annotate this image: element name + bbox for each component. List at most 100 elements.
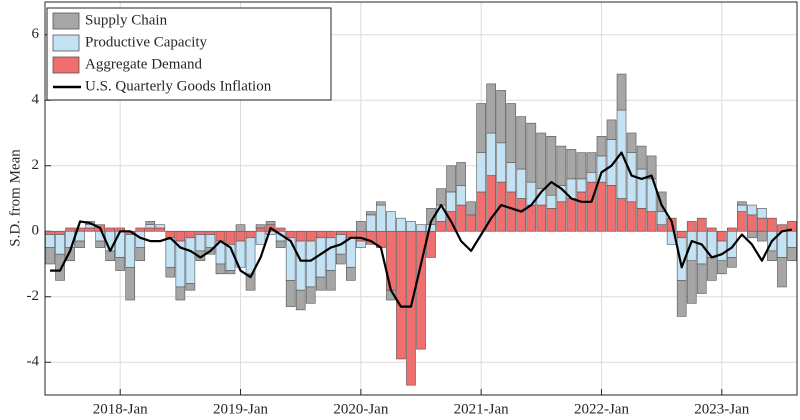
bar bbox=[285, 230, 296, 239]
bar bbox=[145, 227, 156, 232]
bar bbox=[606, 119, 617, 140]
bar bbox=[727, 227, 737, 232]
bar bbox=[85, 227, 95, 232]
bar bbox=[516, 198, 527, 232]
bar bbox=[747, 230, 757, 239]
bar bbox=[115, 257, 126, 271]
bar bbox=[536, 132, 547, 189]
bar bbox=[636, 145, 647, 170]
y-tick-label: -2 bbox=[27, 288, 40, 304]
bar bbox=[646, 211, 657, 232]
bar bbox=[486, 83, 496, 134]
bar bbox=[235, 224, 246, 232]
bar bbox=[335, 230, 346, 235]
x-tick-label: 2018-Jan bbox=[93, 401, 148, 417]
bar bbox=[716, 260, 727, 275]
bar bbox=[626, 132, 637, 153]
bar bbox=[65, 227, 75, 232]
bar bbox=[135, 227, 146, 232]
legend-label: Aggregate Demand bbox=[85, 56, 203, 72]
bar bbox=[536, 204, 547, 232]
bar bbox=[737, 211, 747, 232]
bar bbox=[125, 266, 136, 301]
bar bbox=[686, 230, 697, 262]
bar bbox=[376, 204, 386, 232]
bar bbox=[616, 73, 627, 111]
bar bbox=[305, 240, 316, 288]
bar bbox=[496, 90, 507, 144]
y-axis-label: S.D. from Mean bbox=[7, 149, 23, 247]
bar bbox=[315, 230, 326, 239]
bar bbox=[45, 230, 55, 235]
bar bbox=[476, 191, 486, 232]
bar bbox=[255, 227, 266, 232]
line bbox=[50, 151, 793, 308]
bar bbox=[626, 201, 637, 232]
bar bbox=[235, 230, 246, 242]
bar bbox=[787, 247, 797, 262]
bar bbox=[526, 204, 537, 232]
bar bbox=[255, 230, 266, 245]
bar bbox=[476, 152, 486, 193]
bar bbox=[757, 230, 767, 242]
bar bbox=[356, 240, 366, 248]
bar bbox=[215, 263, 226, 275]
bar bbox=[105, 250, 115, 262]
bar bbox=[506, 191, 517, 232]
bar bbox=[305, 230, 316, 242]
bar bbox=[486, 132, 496, 176]
bar bbox=[55, 253, 65, 281]
bar bbox=[516, 116, 527, 170]
bar bbox=[436, 204, 446, 222]
bar bbox=[185, 283, 196, 291]
bar bbox=[396, 230, 406, 360]
bar bbox=[446, 191, 456, 212]
bar bbox=[185, 237, 196, 284]
bar bbox=[305, 286, 316, 304]
bar bbox=[456, 162, 466, 186]
bar bbox=[436, 188, 446, 206]
bar bbox=[155, 227, 166, 232]
bar bbox=[346, 266, 356, 281]
x-tick-label: 2021-Jan bbox=[454, 401, 509, 417]
bar bbox=[616, 198, 627, 232]
bar bbox=[165, 266, 176, 278]
bar bbox=[325, 237, 336, 271]
bar bbox=[295, 240, 306, 291]
bar bbox=[105, 227, 115, 232]
bar bbox=[335, 253, 346, 265]
bar bbox=[636, 208, 647, 232]
y-tick-label: -4 bbox=[27, 354, 40, 370]
bar bbox=[75, 240, 85, 248]
bar bbox=[225, 230, 236, 245]
bar bbox=[396, 217, 406, 232]
legend-swatch bbox=[52, 56, 80, 74]
bar bbox=[566, 149, 577, 180]
bar bbox=[777, 257, 787, 288]
bar bbox=[706, 257, 717, 281]
bar bbox=[225, 270, 236, 275]
legend-swatch bbox=[52, 34, 80, 52]
bar bbox=[205, 234, 216, 248]
bar bbox=[596, 135, 607, 157]
bar bbox=[55, 234, 65, 255]
bar bbox=[346, 237, 356, 268]
bar bbox=[676, 280, 687, 317]
bar bbox=[195, 234, 206, 252]
x-tick-label: 2022-Jan bbox=[574, 401, 629, 417]
bar bbox=[285, 237, 296, 281]
bar bbox=[727, 257, 737, 268]
bar bbox=[686, 260, 697, 304]
bar bbox=[406, 221, 416, 232]
bar bbox=[45, 247, 55, 265]
bar bbox=[356, 221, 366, 232]
bar bbox=[696, 263, 707, 294]
legend-label: Productive Capacity bbox=[85, 34, 208, 50]
bar bbox=[195, 250, 206, 262]
bar bbox=[245, 230, 256, 239]
bar bbox=[526, 122, 537, 183]
bar bbox=[747, 214, 757, 232]
bar bbox=[737, 204, 747, 212]
bar bbox=[546, 194, 557, 209]
